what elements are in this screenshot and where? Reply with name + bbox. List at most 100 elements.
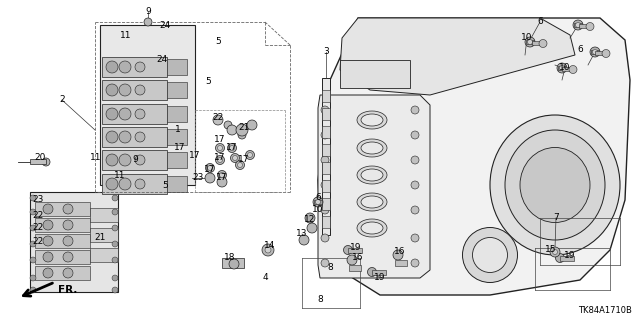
Circle shape [552, 250, 557, 254]
Bar [314, 200, 322, 204]
Polygon shape [100, 25, 195, 185]
Circle shape [573, 20, 583, 30]
Bar [349, 265, 361, 271]
Bar [372, 270, 386, 275]
Circle shape [237, 163, 243, 167]
Circle shape [106, 61, 118, 73]
Circle shape [232, 156, 237, 161]
Text: 12: 12 [304, 215, 316, 225]
Circle shape [236, 161, 244, 170]
Circle shape [525, 37, 535, 47]
Ellipse shape [357, 166, 387, 184]
Circle shape [347, 255, 357, 265]
Circle shape [63, 204, 73, 214]
Circle shape [106, 178, 118, 190]
Circle shape [30, 209, 36, 215]
Circle shape [316, 199, 321, 204]
Circle shape [321, 234, 329, 242]
Circle shape [321, 206, 329, 214]
Ellipse shape [361, 196, 383, 208]
Circle shape [119, 178, 131, 190]
Circle shape [216, 156, 225, 164]
Circle shape [569, 66, 577, 74]
Ellipse shape [357, 219, 387, 237]
Circle shape [112, 287, 118, 293]
Bar [526, 40, 534, 44]
Text: 10: 10 [521, 34, 532, 43]
Ellipse shape [361, 142, 383, 154]
Circle shape [42, 158, 50, 166]
Bar [35, 218, 90, 232]
Polygon shape [340, 18, 575, 95]
Bar [558, 66, 566, 70]
Circle shape [63, 268, 73, 278]
Circle shape [229, 259, 239, 269]
Circle shape [230, 154, 239, 163]
Circle shape [218, 146, 223, 150]
Bar [322, 126, 330, 138]
Circle shape [135, 109, 145, 119]
Text: 24: 24 [159, 20, 171, 29]
Text: TK84A1710B: TK84A1710B [578, 306, 632, 315]
Circle shape [30, 275, 36, 281]
Polygon shape [318, 95, 430, 278]
Circle shape [393, 250, 403, 260]
Bar [348, 248, 362, 253]
Bar [90, 248, 118, 262]
Circle shape [307, 223, 317, 233]
Bar [322, 216, 330, 228]
Circle shape [590, 47, 600, 57]
Circle shape [30, 241, 36, 247]
Circle shape [321, 131, 329, 139]
Bar [167, 176, 187, 192]
Bar [102, 57, 167, 77]
Circle shape [106, 84, 118, 96]
Circle shape [230, 146, 234, 150]
Bar [167, 59, 187, 75]
Circle shape [602, 50, 610, 58]
Bar [322, 108, 330, 120]
Text: 17: 17 [227, 143, 237, 153]
Text: 9: 9 [145, 7, 151, 17]
Bar [30, 159, 46, 164]
Circle shape [205, 164, 214, 172]
Circle shape [63, 236, 73, 246]
Text: 19: 19 [564, 251, 576, 260]
Circle shape [207, 165, 212, 171]
Bar [167, 129, 187, 145]
Circle shape [321, 106, 329, 114]
Circle shape [299, 235, 309, 245]
Text: 3: 3 [323, 47, 329, 57]
Bar [102, 150, 167, 170]
Ellipse shape [357, 139, 387, 157]
Text: 10: 10 [312, 205, 324, 214]
Bar [562, 67, 572, 71]
Text: 22: 22 [33, 211, 44, 220]
Circle shape [106, 108, 118, 120]
Circle shape [321, 259, 329, 267]
Circle shape [539, 39, 547, 47]
Bar [574, 23, 582, 27]
Text: 17: 17 [214, 154, 226, 163]
Circle shape [559, 66, 564, 70]
Bar [35, 250, 90, 264]
Circle shape [30, 287, 36, 293]
Text: 21: 21 [238, 124, 250, 132]
Circle shape [112, 275, 118, 281]
Text: 18: 18 [224, 253, 236, 262]
Polygon shape [322, 78, 330, 235]
Circle shape [248, 153, 253, 157]
Bar [35, 266, 90, 280]
Circle shape [112, 209, 118, 215]
Text: 10: 10 [559, 63, 571, 73]
Circle shape [557, 63, 567, 73]
Circle shape [321, 156, 329, 164]
Circle shape [586, 22, 594, 30]
Text: 19: 19 [374, 274, 386, 283]
Text: 5: 5 [205, 77, 211, 86]
Text: 5: 5 [162, 180, 168, 189]
Circle shape [321, 181, 329, 189]
Text: 13: 13 [296, 229, 308, 238]
Circle shape [217, 177, 227, 187]
Bar [167, 82, 187, 98]
